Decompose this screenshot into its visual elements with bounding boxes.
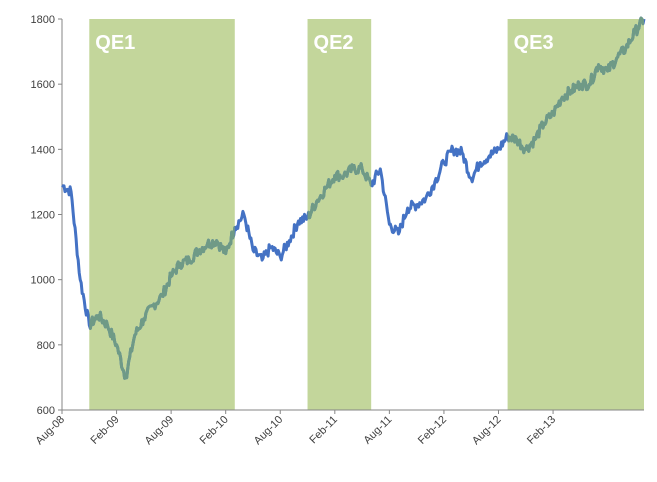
x-tick-label: Feb-10 (198, 414, 231, 447)
x-tick-label: Aug-08 (34, 414, 68, 448)
y-tick-label: 1200 (31, 210, 55, 222)
chart-series (61, 16, 646, 380)
qe-bands: QE1 QE2 QE3 (89, 19, 644, 410)
qe-band-label: QE1 (95, 32, 135, 54)
x-tick-label: Feb-09 (89, 414, 122, 447)
sp500-line-in-qe-band (307, 162, 372, 221)
x-tick-label: Aug-11 (362, 414, 395, 447)
y-tick-label: 1400 (31, 144, 55, 156)
y-tick-label: 1800 (31, 14, 55, 26)
y-tick-label: 600 (37, 405, 55, 417)
qe-band-3 (507, 19, 644, 410)
x-tick-label: Feb-12 (416, 414, 449, 447)
sp500-line-in-qe-band (507, 16, 644, 155)
sp500-line-in-qe-band (89, 226, 235, 380)
y-tick-label: 800 (37, 340, 55, 352)
x-tick-label: Aug-12 (470, 414, 504, 448)
x-tick-label: Aug-09 (143, 414, 177, 448)
qe-band-1 (89, 19, 235, 410)
qe-band-label: QE3 (514, 32, 554, 54)
y-tick-label: 1000 (31, 275, 55, 287)
qe-band-label: QE2 (314, 32, 354, 54)
qe-band-2 (307, 19, 372, 410)
x-tick-label: Feb-13 (525, 414, 558, 447)
x-tick-label: Feb-11 (307, 414, 340, 447)
x-tick-label: Aug-10 (252, 414, 286, 448)
y-tick-label: 1600 (31, 79, 55, 91)
